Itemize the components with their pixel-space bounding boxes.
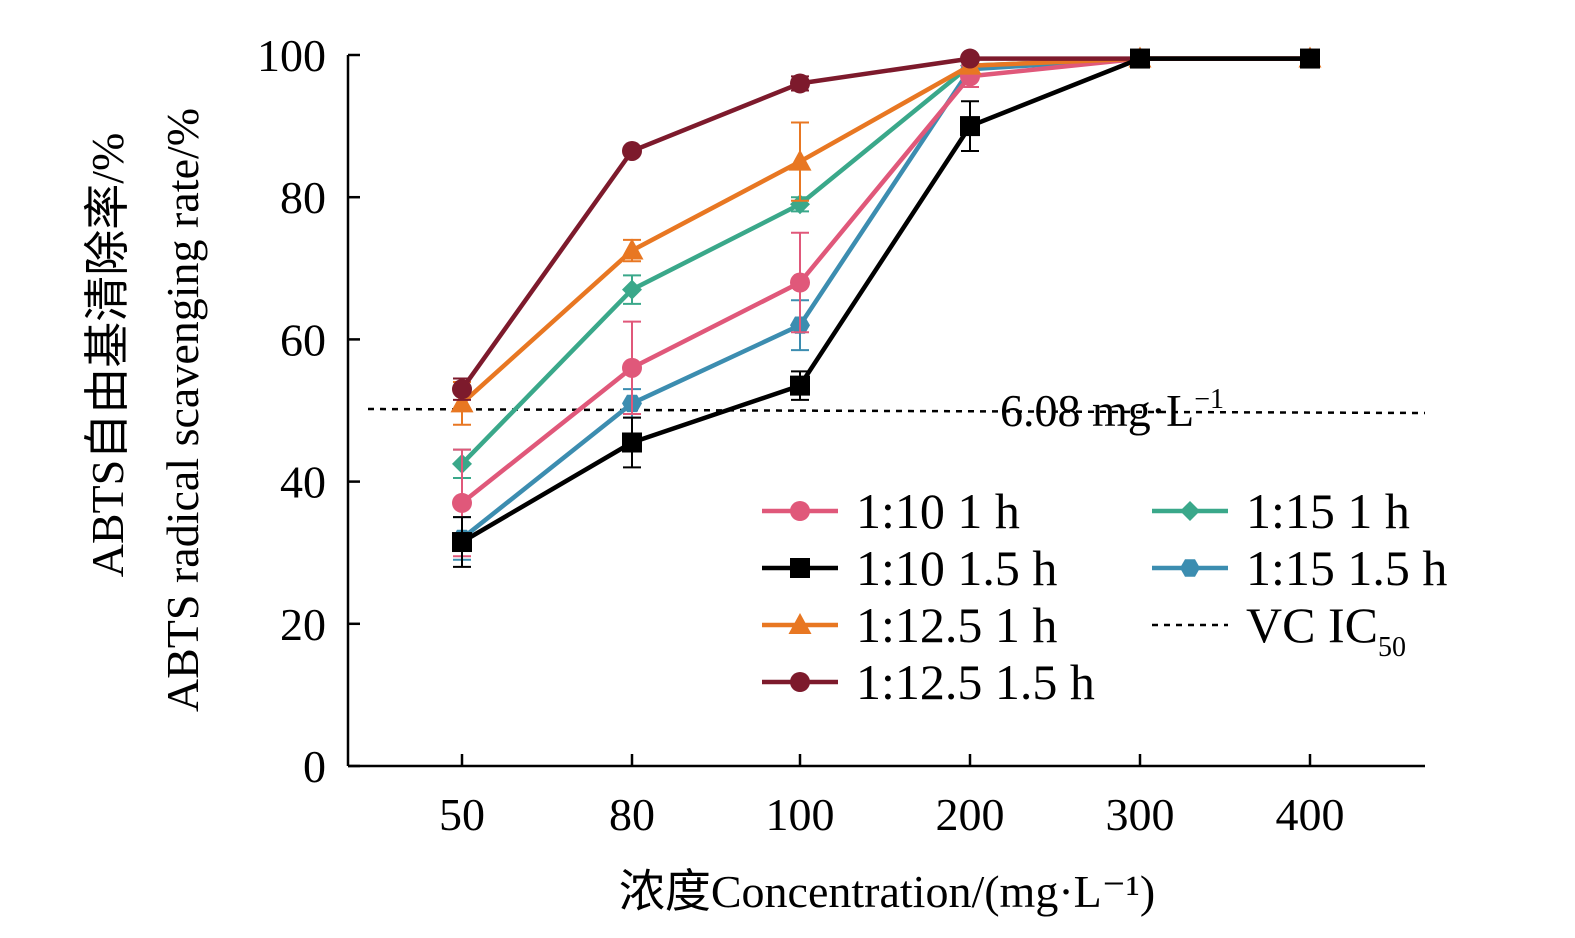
data-point (622, 432, 642, 453)
data-point (1130, 48, 1150, 69)
legend-label: 1:15 1 h (1246, 483, 1410, 539)
y-axis-label-cn: ABTS自由基清除率/% (82, 133, 133, 578)
x-tick-label: 200 (936, 789, 1005, 840)
data-point (622, 279, 642, 300)
y-tick-label: 80 (280, 172, 326, 223)
legend-label-reference-sub: 50 (1378, 632, 1406, 663)
data-point (790, 375, 810, 396)
data-point (960, 48, 980, 69)
data-point (1300, 48, 1320, 69)
legend-swatch-marker (788, 613, 812, 634)
series-1-10-1-5-h (452, 48, 1320, 568)
data-point (452, 379, 472, 400)
reference-line-group: 6.08 mg·L−1 (367, 384, 1426, 436)
series-layer (450, 46, 1322, 568)
data-point (790, 272, 810, 293)
legend-swatch-marker (790, 672, 810, 692)
data-point (622, 357, 642, 378)
legend-label: 1:10 1 h (856, 483, 1020, 539)
legend-item-reference: VC IC50 (1152, 597, 1406, 663)
legend-label: 1:12.5 1 h (856, 597, 1057, 653)
x-tick-label: 100 (766, 789, 835, 840)
x-tick-label: 80 (609, 789, 655, 840)
reference-annotation: 6.08 mg·L−1 (1000, 384, 1224, 436)
legend-item: 1:10 1.5 h (762, 540, 1057, 596)
data-point (622, 140, 642, 161)
legend-label-reference-text: VC IC (1246, 597, 1378, 653)
data-point (620, 238, 644, 260)
legend-item: 1:15 1.5 h (1152, 540, 1447, 596)
data-point (452, 492, 472, 513)
axes (346, 55, 1425, 768)
x-ticks: 50 80 100 200 300 400 (439, 754, 1345, 840)
reference-annotation-sup: −1 (1194, 384, 1224, 415)
legend-swatch-marker (1180, 501, 1200, 521)
series-1-12-5-1-5-h (452, 48, 1320, 401)
y-tick-label: 60 (280, 314, 326, 365)
legend: 1:10 1 h1:10 1.5 h1:12.5 1 h1:12.5 1.5 h… (762, 483, 1447, 710)
x-tick-label: 400 (1276, 789, 1345, 840)
x-axis-label: 浓度Concentration/(mg·L⁻¹) (619, 866, 1155, 917)
y-tick-label: 100 (257, 30, 326, 81)
legend-item: 1:12.5 1 h (762, 597, 1057, 653)
axis-labels: 浓度Concentration/(mg·L⁻¹) ABTS自由基清除率/% AB… (82, 108, 1155, 917)
data-point (790, 194, 810, 215)
y-tick-label: 0 (303, 741, 326, 792)
legend-label-reference: VC IC50 (1246, 597, 1406, 663)
legend-item: 1:10 1 h (762, 483, 1020, 539)
legend-label: 1:15 1.5 h (1246, 540, 1447, 596)
reference-annotation-text: 6.08 mg·L (1000, 385, 1194, 436)
legend-item: 1:15 1 h (1152, 483, 1410, 539)
data-point (452, 532, 472, 553)
legend-swatch-marker (1180, 559, 1200, 577)
data-point (790, 73, 810, 94)
series-1-12-5-1-h (450, 46, 1322, 426)
series-line (460, 56, 1310, 391)
legend-label: 1:12.5 1.5 h (856, 654, 1095, 710)
legend-swatch-marker (790, 558, 810, 578)
vc-ic50-line (367, 407, 1426, 415)
series-line (460, 56, 1310, 406)
data-point (788, 149, 812, 171)
legend-label: 1:10 1.5 h (856, 540, 1057, 596)
series-1-10-1-h (452, 48, 1320, 558)
y-tick-label: 40 (280, 457, 326, 508)
legend-swatch-marker (790, 501, 810, 521)
data-point (960, 116, 980, 137)
x-tick-label: 300 (1106, 789, 1175, 840)
legend-item: 1:12.5 1.5 h (762, 654, 1095, 710)
x-tick-label: 50 (439, 789, 485, 840)
series-line (460, 56, 1310, 544)
data-point (450, 391, 474, 413)
y-ticks: 0 20 40 60 80 100 (257, 30, 360, 792)
y-axis-label-en: ABTS radical scavenging rate/% (157, 108, 208, 712)
y-tick-label: 20 (280, 599, 326, 650)
